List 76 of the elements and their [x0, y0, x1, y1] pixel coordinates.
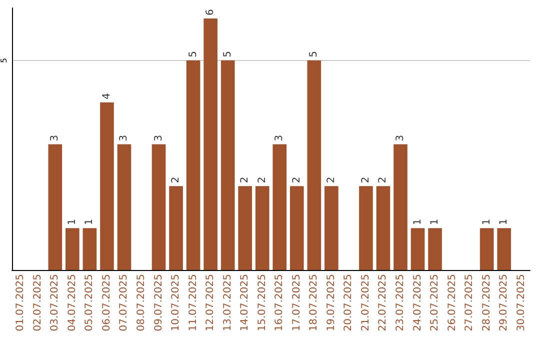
- x-tick-label: 16.07.2025: [274, 274, 286, 332]
- data-label: 3: [153, 134, 164, 142]
- x-tick-label: 04.07.2025: [66, 274, 78, 332]
- data-label: 5: [308, 51, 320, 58]
- x-tick-label: 21.07.2025: [360, 274, 372, 332]
- bar: [220, 60, 235, 270]
- x-tick-label: 01.07.2025: [15, 274, 26, 332]
- x-tick-label: 18.07.2025: [308, 274, 320, 332]
- data-label: 3: [274, 134, 286, 142]
- data-label: 1: [66, 218, 78, 226]
- data-label: 3: [395, 134, 406, 142]
- x-tick-label: 30.07.2025: [516, 274, 527, 332]
- bar: [169, 186, 183, 270]
- bar: [82, 228, 97, 270]
- bar: [324, 186, 338, 270]
- data-label: 2: [360, 176, 372, 184]
- x-tick-label: 13.07.2025: [222, 274, 234, 332]
- data-label: 2: [378, 176, 389, 184]
- x-tick-label: 28.07.2025: [481, 274, 492, 332]
- x-tick-label: 02.07.2025: [32, 274, 44, 332]
- x-tick-label: 26.07.2025: [446, 274, 458, 332]
- bar: [410, 228, 425, 270]
- data-label: 2: [326, 176, 337, 184]
- bar: [255, 186, 270, 270]
- data-label: 3: [118, 134, 130, 142]
- x-tick-label: 06.07.2025: [101, 274, 112, 332]
- x-tick-label: 22.07.2025: [378, 274, 389, 332]
- bar: [66, 228, 80, 270]
- x-tick-label: 19.07.2025: [326, 274, 337, 332]
- x-tick-label: 09.07.2025: [153, 274, 164, 332]
- data-label: 1: [430, 218, 441, 226]
- data-label: 3: [50, 134, 61, 142]
- x-tick-label: 15.07.2025: [256, 274, 268, 332]
- x-tick-label: 25.07.2025: [430, 274, 441, 332]
- data-label: 2: [256, 176, 268, 184]
- data-label: 5: [222, 51, 234, 58]
- data-label: 1: [498, 218, 510, 226]
- bar: [100, 102, 114, 270]
- x-tick-label: 05.07.2025: [84, 274, 96, 332]
- bar: [307, 60, 322, 270]
- bar: [394, 144, 408, 270]
- bar: [48, 144, 62, 270]
- x-tick-label: 03.07.2025: [50, 274, 61, 332]
- x-tick-label: 14.07.2025: [240, 274, 251, 332]
- x-tick-label: 17.07.2025: [291, 274, 302, 332]
- bar: [428, 228, 442, 270]
- x-tick-label: 12.07.2025: [205, 274, 216, 332]
- x-tick-label: 24.07.2025: [412, 274, 424, 332]
- x-tick-label: 11.07.2025: [188, 274, 199, 332]
- x-tick-label: 07.07.2025: [118, 274, 130, 332]
- bar: [186, 60, 200, 270]
- bar: [238, 186, 252, 270]
- data-label: 1: [412, 218, 424, 226]
- bar: [272, 144, 287, 270]
- bar: [359, 186, 373, 270]
- bar: [152, 144, 166, 270]
- bar: [290, 186, 304, 270]
- data-label: 1: [84, 218, 96, 226]
- data-label: 2: [291, 176, 302, 184]
- bar: [117, 144, 132, 270]
- bar: [497, 228, 512, 270]
- x-tick-label: 08.07.2025: [136, 274, 147, 332]
- data-label: 2: [170, 176, 182, 184]
- data-label: 2: [240, 176, 251, 184]
- bar: [480, 228, 494, 270]
- x-tick-label: 29.07.2025: [498, 274, 510, 332]
- data-label: 1: [481, 218, 492, 226]
- bar: [204, 18, 218, 270]
- data-label: 4: [101, 92, 112, 100]
- x-tick-label: 20.07.2025: [343, 274, 354, 332]
- x-tick-label: 23.07.2025: [395, 274, 406, 332]
- data-label: 6: [205, 9, 216, 16]
- bar: [376, 186, 390, 270]
- x-tick-label: 27.07.2025: [464, 274, 476, 332]
- data-label: 5: [188, 51, 199, 58]
- x-tick-label: 10.07.2025: [170, 274, 182, 332]
